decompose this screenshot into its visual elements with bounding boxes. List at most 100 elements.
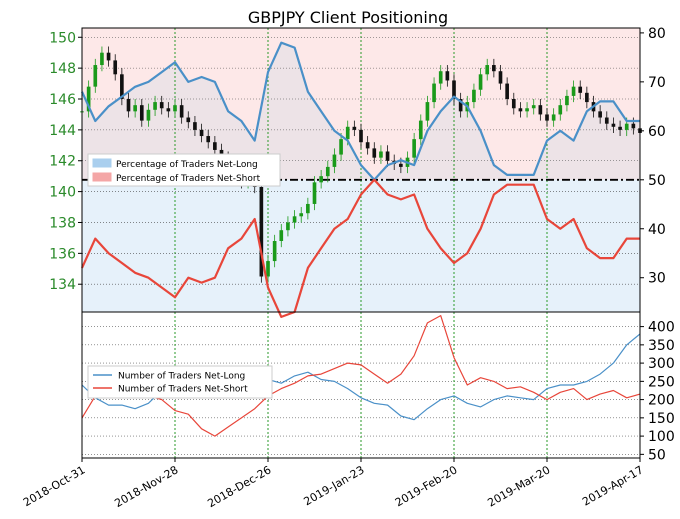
candle-body [518, 108, 523, 112]
x-tick-label: 2019-Apr-17 [580, 463, 645, 508]
x-tick-label: 2019-Feb-20 [393, 463, 460, 509]
candle-body [352, 126, 357, 130]
candle-body [545, 114, 549, 121]
candle-body [292, 216, 297, 223]
candle-body [492, 65, 496, 72]
y-right-tick-label: 40 [648, 222, 666, 238]
candle-body [345, 126, 350, 140]
y-left-tick-label: 142 [49, 154, 76, 170]
candle-body [472, 89, 476, 103]
candle-body [213, 142, 217, 150]
candle-body [159, 102, 164, 109]
bottom-y-tick-label: 150 [648, 411, 675, 427]
candle-body [511, 99, 516, 109]
candle-body [306, 203, 310, 214]
candle-body [319, 176, 323, 183]
candle-body [113, 60, 118, 75]
candle-body [100, 52, 104, 66]
candle-body [286, 222, 290, 231]
candle-body [325, 166, 330, 177]
y-right-tick-label: 30 [648, 271, 666, 287]
candle-body [618, 126, 622, 130]
x-tick-label: 2019-Jan-23 [302, 463, 367, 508]
bottom-y-tick-label: 100 [648, 429, 675, 445]
y-left-tick-label: 140 [49, 185, 76, 201]
legend-label: Percentage of Traders Net-Long [116, 160, 258, 170]
candle-body [498, 71, 503, 84]
candle-body [133, 105, 137, 112]
top-legend-box [87, 153, 281, 187]
x-tick-label: 2018-Oct-31 [21, 463, 87, 509]
candle-body [485, 65, 490, 75]
y-right-tick-label: 50 [648, 173, 666, 189]
candle-body [259, 186, 264, 277]
bottom-legend-box [87, 365, 273, 399]
candle-body [266, 261, 270, 277]
candle-body [279, 230, 284, 241]
net-long-percentage-line [80, 41, 640, 181]
candle-body [166, 108, 171, 112]
candle-body [611, 123, 616, 127]
candle-body [452, 80, 456, 99]
candle-body [339, 139, 343, 155]
candle-body [478, 74, 483, 90]
x-tick-label: 2018-Nov-28 [112, 463, 180, 510]
bottom-legend: Number of Traders Net-Long Number of Trad… [87, 365, 273, 399]
y-left-tick-label: 136 [49, 246, 76, 262]
y-right-tick-label: 70 [648, 75, 666, 91]
candle-body [146, 109, 151, 121]
candle-body [365, 142, 370, 149]
y-left-tick-label: 144 [49, 123, 76, 139]
candle-body [399, 163, 403, 167]
candle-body [505, 83, 509, 99]
candle-body [578, 86, 583, 93]
candle-body [525, 108, 529, 112]
candle-body [458, 99, 463, 112]
bottom-panel: 50 100 150 200 250 300 350 400 Number of Traders… [81, 311, 675, 463]
candle-body [571, 86, 576, 96]
bottom-y-tick-label: 200 [648, 393, 675, 409]
top-panel: 134 136 138 140 142 144 146 148 150 30 40 50 60 70 80 P… [49, 26, 666, 458]
chart-title: GBPJPY Client Positioning [248, 8, 448, 27]
y-right-tick-label: 80 [648, 26, 666, 42]
candle-body [438, 71, 443, 84]
top-legend: Percentage of Traders Net-Long Percentage… [87, 153, 281, 187]
candle-body [372, 148, 377, 158]
candle-body [173, 105, 177, 112]
legend-swatch [92, 158, 112, 168]
candle-body [299, 213, 304, 217]
candle-body [432, 83, 436, 103]
candle-body [538, 105, 543, 115]
candle-body [93, 65, 98, 87]
candle-body [551, 114, 556, 121]
candle-body [359, 129, 363, 143]
candle-body [624, 123, 629, 130]
candle-body [565, 95, 569, 106]
y-right-tick-label: 60 [648, 124, 666, 140]
y-left-tick-label: 138 [49, 215, 76, 231]
candle-body [199, 129, 204, 137]
candle-body [86, 86, 91, 112]
y-left-tick-label: 150 [49, 30, 76, 46]
candle-body [379, 151, 383, 158]
candle-body [272, 241, 277, 262]
candle-body [153, 102, 157, 110]
y-left-tick-label: 134 [49, 277, 76, 293]
candle-body [425, 102, 430, 121]
bottom-y-tick-label: 50 [648, 447, 666, 463]
x-tick-label: 2018-Dec-26 [205, 463, 273, 510]
candle-body [179, 105, 184, 118]
candle-body [106, 52, 111, 61]
candle-body [120, 74, 124, 99]
candle-body [312, 182, 317, 204]
candle-body [332, 154, 337, 167]
candle-body [631, 123, 636, 129]
bottom-y-tick-label: 350 [648, 338, 675, 354]
candle-body [418, 120, 423, 140]
y-left-tick-label: 146 [49, 92, 76, 108]
bottom-y-tick-label: 300 [648, 356, 675, 372]
y-left-tick-label: 148 [49, 61, 76, 77]
legend-label: Number of Traders Net-Long [118, 372, 245, 382]
candle-body [186, 117, 191, 123]
